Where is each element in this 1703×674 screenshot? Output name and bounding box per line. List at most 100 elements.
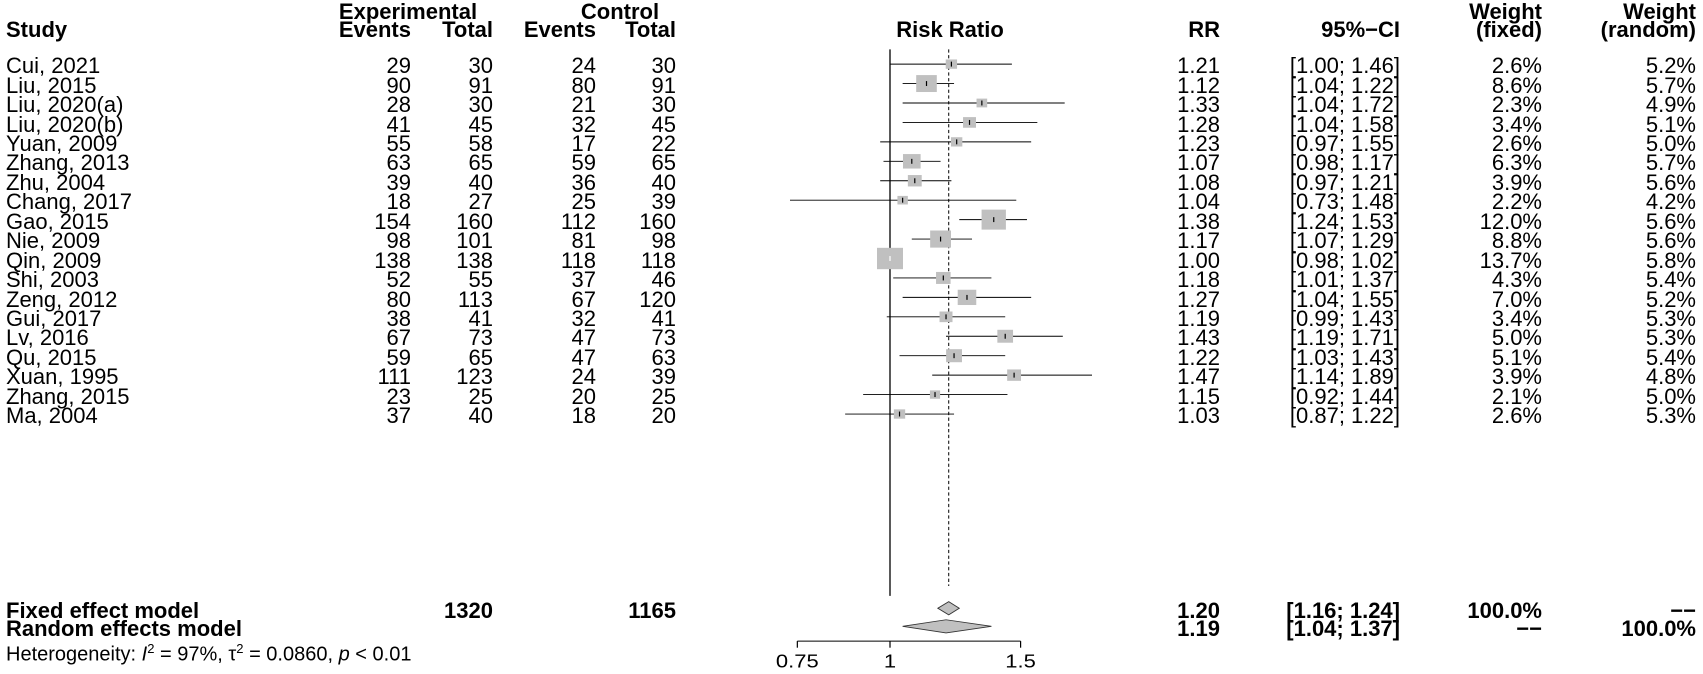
- cell-study: Chang, 2017: [6, 189, 132, 215]
- het-i2-value: = 97%, τ: [154, 643, 237, 666]
- cell-w-fixed: 3.9%: [1491, 364, 1542, 390]
- cell-ci: [1.04; 1.58]: [1289, 111, 1400, 137]
- fixed-rr: 1.20: [1177, 598, 1220, 624]
- header-rr: RR: [1188, 17, 1220, 43]
- cell-study: Liu, 2020(b): [6, 111, 124, 137]
- cell-w-fixed: 2.2%: [1491, 189, 1542, 215]
- cell-ci: [1.19; 1.71]: [1289, 325, 1400, 351]
- cell-ci: [1.04; 1.72]: [1289, 92, 1400, 118]
- header-weight-fixed: Weight: [1469, 0, 1542, 24]
- cell-c-events: 47: [571, 344, 596, 370]
- cell-rr: 1.47: [1177, 364, 1220, 390]
- cell-e-events: 59: [386, 344, 411, 370]
- cell-e-events: 98: [386, 228, 411, 254]
- cell-e-events: 111: [377, 364, 411, 390]
- cell-ci: [1.14; 1.89]: [1289, 364, 1400, 390]
- cell-rr: 1.03: [1177, 403, 1220, 429]
- cell-w-random: 5.0%: [1645, 131, 1696, 156]
- cell-w-fixed: 2.6%: [1491, 403, 1542, 429]
- cell-w-random: 4.8%: [1645, 364, 1696, 390]
- cell-w-random: 5.6%: [1645, 169, 1696, 195]
- cell-ci: [0.73; 1.48]: [1289, 189, 1400, 215]
- cell-e-total: 113: [457, 286, 493, 312]
- cell-w-random: 5.2%: [1645, 286, 1696, 312]
- cell-w-fixed: 2.1%: [1491, 383, 1542, 409]
- cell-rr: 1.15: [1177, 383, 1220, 409]
- cell-rr: 1.17: [1177, 228, 1220, 254]
- cell-w-random: 5.2%: [1645, 53, 1696, 79]
- cell-study: Gui, 2017: [6, 305, 102, 331]
- cell-c-total: 65: [651, 150, 676, 176]
- header-e-total: Total: [442, 17, 493, 43]
- cell-w-fixed: 4.3%: [1491, 267, 1542, 293]
- cell-w-random: 4.2%: [1645, 189, 1696, 215]
- cell-rr: 1.19: [1177, 305, 1220, 331]
- cell-study: Lv, 2016: [6, 325, 89, 351]
- cell-c-events: 24: [571, 53, 596, 79]
- het-p-symbol: p: [338, 643, 350, 666]
- cell-w-fixed: 2.3%: [1491, 92, 1542, 118]
- cell-w-fixed: 13.7%: [1479, 247, 1542, 273]
- cell-e-events: 52: [386, 267, 411, 293]
- cell-c-total: 98: [651, 228, 676, 254]
- cell-c-events: 118: [560, 247, 596, 273]
- het-tau2-sup: 2: [236, 641, 244, 656]
- het-tau2-value: = 0.0860,: [243, 643, 339, 666]
- cell-w-fixed: 8.6%: [1491, 72, 1542, 98]
- cell-w-random: 5.3%: [1645, 325, 1696, 351]
- header-random: (random): [1600, 17, 1696, 43]
- cell-c-total: 63: [651, 344, 676, 370]
- cell-ci: [1.07; 1.29]: [1289, 228, 1400, 254]
- random-rr: 1.19: [1177, 616, 1220, 642]
- random-w-random: 100.0%: [1621, 616, 1696, 642]
- cell-rr: 1.43: [1177, 325, 1220, 351]
- header-experimental: Experimental: [338, 0, 478, 24]
- cell-study: Qin, 2009: [6, 247, 102, 273]
- header-ci: 95%−CI: [1321, 17, 1400, 43]
- cell-e-total: 45: [468, 111, 493, 137]
- cell-ci: [1.03; 1.43]: [1289, 344, 1400, 370]
- fixed-e-total: 1320: [444, 598, 493, 624]
- cell-study: Liu, 2015: [6, 72, 97, 98]
- cell-e-events: 38: [386, 305, 411, 331]
- cell-c-total: 118: [640, 247, 676, 273]
- cell-c-total: 20: [651, 403, 676, 429]
- fixed-c-total: 1165: [628, 598, 676, 624]
- cell-ci: [1.01; 1.37]: [1289, 267, 1400, 293]
- cell-rr: 1.00: [1177, 247, 1220, 273]
- cell-study: Qu, 2015: [6, 344, 97, 370]
- cell-e-total: 40: [468, 169, 493, 195]
- cell-rr: 1.08: [1177, 169, 1220, 195]
- cell-ci: [1.24; 1.53]: [1289, 208, 1400, 234]
- cell-c-total: 120: [639, 286, 676, 312]
- cell-e-events: 39: [386, 169, 411, 195]
- heterogeneity-text: Heterogeneity: I2 = 97%, τ2 = 0.0860, p …: [6, 637, 411, 667]
- cell-c-events: 36: [571, 169, 596, 195]
- cell-c-events: 47: [571, 325, 596, 351]
- cell-w-fixed: 6.3%: [1491, 150, 1542, 176]
- header-c-events: Events: [523, 17, 596, 43]
- cell-study: Nie, 2009: [6, 228, 101, 254]
- cell-rr: 1.04: [1177, 189, 1220, 215]
- cell-c-events: 59: [571, 150, 596, 176]
- cell-e-total: 91: [468, 72, 493, 98]
- random-diamond: [902, 619, 992, 634]
- cell-c-total: 22: [651, 131, 676, 156]
- cell-w-fixed: 3.4%: [1491, 111, 1542, 137]
- cell-study: Gao, 2015: [6, 208, 109, 234]
- cell-e-events: 90: [386, 72, 411, 98]
- cell-c-events: 112: [560, 208, 596, 234]
- cell-e-events: 28: [386, 92, 411, 118]
- header-risk-ratio: Risk Ratio: [896, 17, 1004, 43]
- cell-e-total: 160: [456, 208, 493, 234]
- cell-rr: 1.22: [1177, 344, 1220, 370]
- cell-c-total: 39: [651, 364, 676, 390]
- x-tick-label: 0.75: [776, 652, 819, 672]
- cell-c-events: 17: [571, 131, 596, 156]
- cell-c-events: 80: [571, 72, 596, 98]
- cell-rr: 1.23: [1177, 131, 1220, 156]
- cell-study: Xuan, 1995: [6, 364, 119, 390]
- header-weight-random: Weight: [1623, 0, 1696, 24]
- cell-rr: 1.33: [1177, 92, 1220, 118]
- cell-c-events: 24: [571, 364, 596, 390]
